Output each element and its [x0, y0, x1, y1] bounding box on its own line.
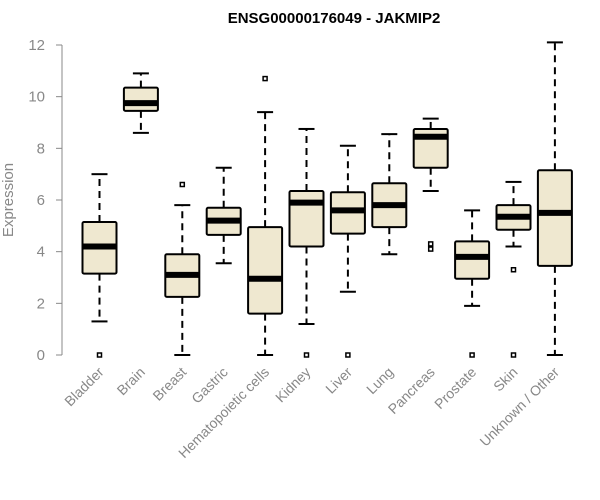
chart-title: ENSG00000176049 - JAKMIP2	[228, 10, 441, 27]
x-tick-label: Liver	[322, 364, 355, 397]
box-prostate	[454, 209, 491, 358]
y-tick-label: 12	[28, 37, 45, 54]
box-iqr	[288, 189, 325, 248]
x-tick-label: Unknown / Other	[476, 364, 562, 450]
x-tick-label: Kidney	[272, 364, 314, 406]
y-tick-label: 0	[37, 347, 45, 364]
box-lung	[371, 133, 408, 256]
axes: 0 2 4 6 8 10 12	[28, 37, 63, 364]
outlier-point	[469, 352, 475, 358]
box-iqr	[454, 240, 491, 280]
y-tick-label: 4	[37, 244, 45, 261]
x-tick-label: Bladder	[61, 364, 107, 410]
y-tick-label: 8	[37, 140, 45, 157]
box-unknown-other	[536, 41, 573, 356]
box-breast	[164, 181, 201, 356]
outlier-point	[303, 352, 310, 358]
y-tick-label: 10	[28, 89, 45, 106]
x-tick-label: Lung	[363, 364, 396, 397]
x-tick-label: Skin	[490, 364, 521, 395]
box-skin	[495, 180, 532, 358]
outlier-point	[262, 75, 268, 82]
box-liver	[329, 144, 366, 358]
box-kidney	[288, 127, 325, 358]
box-gastric	[205, 166, 242, 265]
box-bladder	[81, 173, 118, 358]
outlier-point	[345, 352, 351, 358]
x-tick-label: Prostate	[431, 364, 479, 412]
x-tick-label: Breast	[149, 364, 189, 404]
y-tick-label: 2	[37, 295, 45, 312]
outlier-point	[510, 352, 517, 358]
box-iqr	[122, 86, 159, 112]
y-tick-label: 6	[37, 192, 45, 209]
outlier-point	[427, 241, 434, 247]
boxes	[81, 41, 573, 358]
x-tick-label: Brain	[114, 364, 148, 398]
box-hematopoietic-cells	[247, 75, 284, 356]
box-iqr	[247, 226, 284, 315]
box-brain	[122, 72, 159, 134]
outlier-point	[179, 181, 186, 188]
outlier-point	[510, 267, 517, 273]
box-iqr	[536, 169, 573, 267]
outlier-point	[427, 246, 434, 252]
outlier-point	[96, 352, 103, 358]
box-pancreas	[412, 117, 449, 252]
y-axis-label: Expression	[0, 163, 17, 237]
